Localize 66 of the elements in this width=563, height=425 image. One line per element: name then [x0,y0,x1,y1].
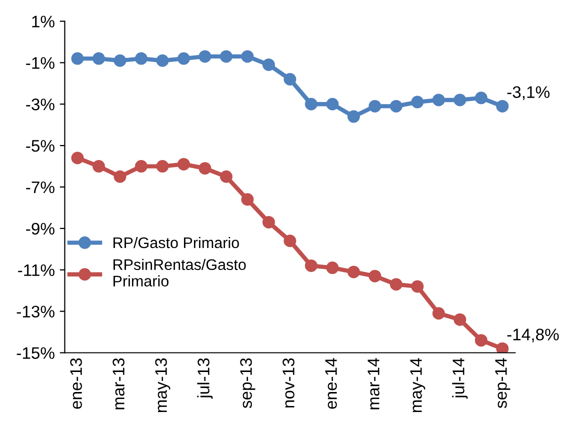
point [304,259,318,272]
y-tick-label: -5% [26,140,54,152]
point [71,52,84,65]
point [114,54,126,67]
point [177,158,190,170]
x-tick-label: jul-13 [197,358,213,399]
point [284,73,296,86]
point [156,160,169,173]
x-tick-label: may-14 [410,358,426,412]
x-tick-label: may-13 [155,358,170,412]
point [71,152,84,164]
point [262,216,275,228]
x-tick-label: sep-13 [240,358,256,408]
point [432,94,445,106]
point [411,280,424,293]
point [474,92,488,104]
point [156,54,169,67]
point [198,162,212,175]
point [92,52,105,65]
x-tick-label: sep-14 [495,358,510,408]
legend-label: RPsinRentas/Gasto Primario [114,258,246,287]
point [304,98,318,110]
point [241,50,254,63]
y-tick-label: -15% [16,347,54,359]
y-tick-label: -3% [26,98,54,110]
point [390,278,402,291]
point [454,313,466,326]
point [496,342,509,353]
point [284,234,296,248]
point [241,193,254,206]
x-tick-label: ene-13 [70,358,82,409]
point [411,96,424,108]
y-tick-label: -13% [16,306,54,318]
point [220,170,232,183]
point [134,52,148,65]
point [368,100,382,112]
point [114,170,126,183]
point [368,270,382,282]
point [134,160,148,173]
x-tick-label: jul-14 [452,358,468,399]
x-tick-label: mar-13 [112,358,124,410]
point [432,307,445,320]
point [474,334,488,347]
y-tick-label: -1% [26,57,54,69]
y-tick-label: -7% [26,181,54,194]
annotation: -3,1% [507,86,550,100]
y-tick-label: -11% [18,264,54,276]
point [347,266,360,278]
annotation: -14,8% [507,328,559,342]
point [262,58,275,72]
point [390,100,402,112]
point [220,50,232,63]
point [347,110,360,123]
point [92,160,105,173]
point [198,50,212,63]
point [326,98,339,110]
x-tick-label: nov-13 [282,358,294,408]
x-tick-label: mar-14 [368,358,380,410]
y-tick-label: 1% [32,16,54,28]
x-tick-label: ene-14 [325,358,337,409]
point [326,262,339,274]
point [496,100,509,112]
point [177,52,190,65]
legend-label: RP/Gasto Primario [114,236,239,248]
point [454,94,466,106]
y-tick-label: -9% [26,222,54,235]
